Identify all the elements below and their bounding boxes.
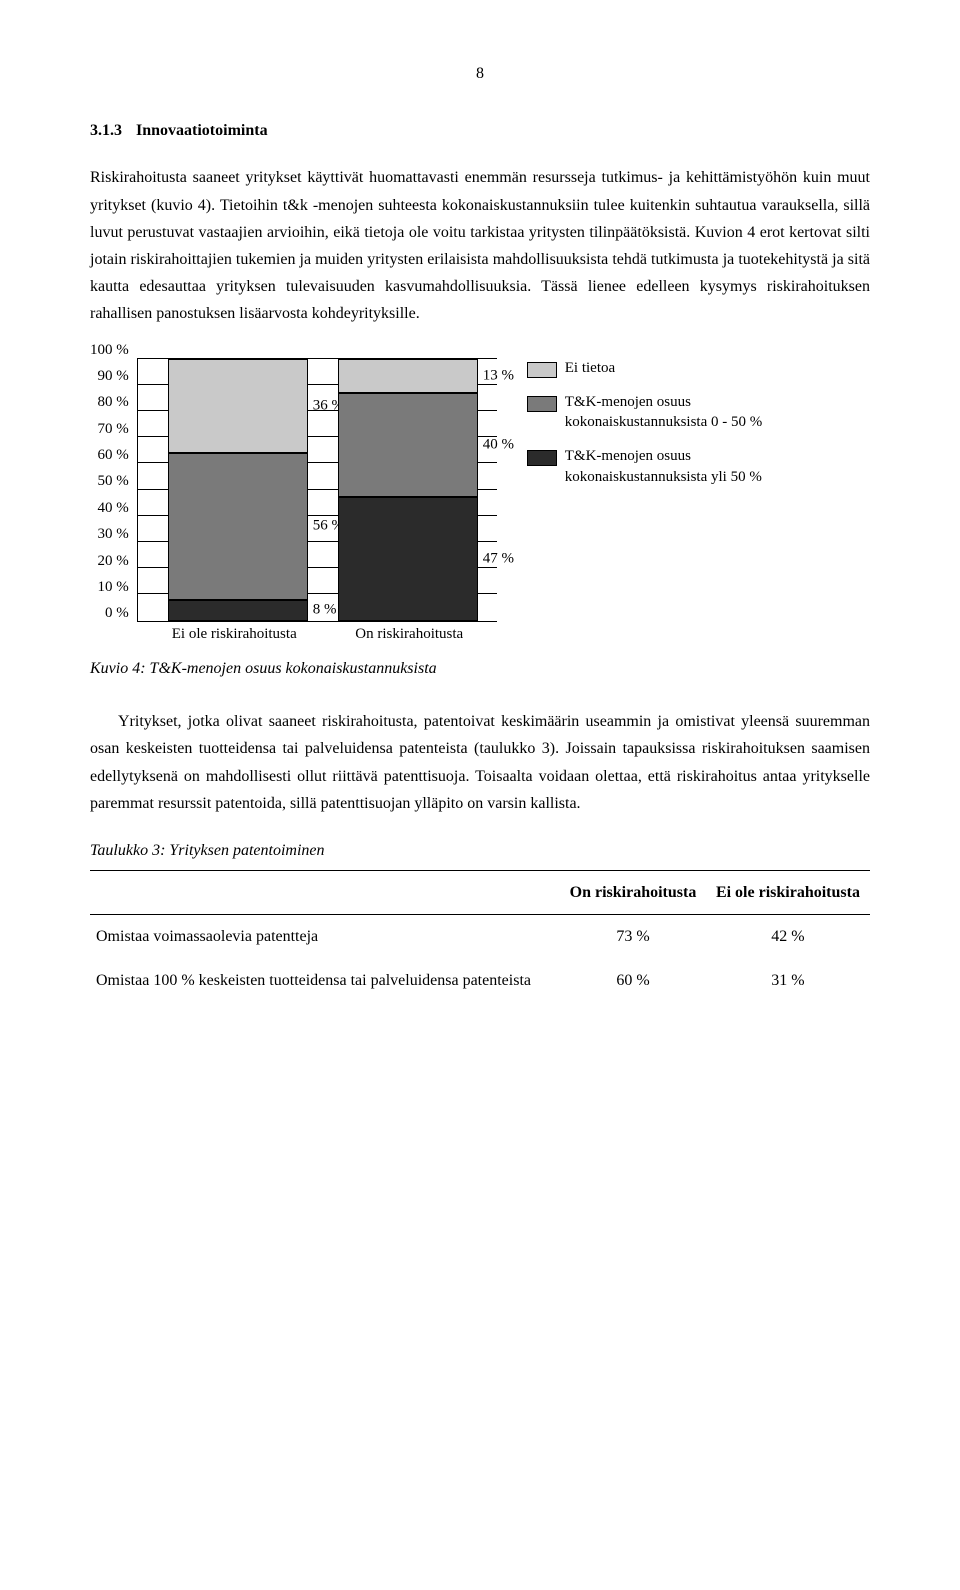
y-tick-label: 70 % [98,421,129,437]
y-tick-label: 90 % [98,368,129,384]
bar-segment-label: 13 % [483,363,514,389]
table-row: Omistaa 100 % keskeisten tuotteidensa ta… [90,959,870,1002]
y-tick-label: 30 % [98,526,129,542]
table-cell: 31 % [706,959,870,1002]
page-number: 8 [90,60,870,87]
table-title: Taulukko 3: Yrityksen patentoiminen [90,837,870,864]
bar: 47 %40 %13 % [338,359,478,621]
legend-swatch [527,450,557,466]
legend-item: Ei tietoa [527,358,765,378]
table-header-row: On riskirahoitustaEi ole riskirahoitusta [90,871,870,915]
paragraph-1: Riskirahoitusta saaneet yritykset käytti… [90,164,870,327]
bar-segment: 40 % [338,393,478,498]
heading-number: 3.1.3 [90,117,122,144]
x-tick-label: On riskirahoitusta [322,622,497,648]
bar-segment: 36 % [168,359,308,453]
chart-legend: Ei tietoa T&K-menojen osuus kokonaiskusta… [527,358,765,501]
heading-title: Innovaatiotoiminta [136,122,268,139]
bar-segment: 47 % [338,497,478,620]
legend-label: T&K-menojen osuus kokonaiskustannuksista… [565,392,765,433]
legend-item: T&K-menojen osuus kokonaiskustannuksista… [527,392,765,433]
bar-segment-label: 47 % [483,546,514,572]
table-cell: Omistaa voimassaolevia patentteja [90,915,560,959]
y-tick-label: 20 % [98,553,129,569]
y-tick-label: 40 % [98,500,129,516]
patent-table: On riskirahoitustaEi ole riskirahoitusta… [90,870,870,1002]
table-cell: 42 % [706,915,870,959]
chart-caption: Kuvio 4: T&K-menojen osuus kokonaiskusta… [90,655,870,682]
table-header-cell: On riskirahoitusta [560,871,706,915]
chart-x-axis: Ei ole riskirahoitustaOn riskirahoitusta [137,622,497,648]
legend-label: Ei tietoa [565,358,615,378]
y-tick-label: 0 % [105,605,129,621]
paragraph-2: Yritykset, jotka olivat saaneet riskirah… [90,708,870,817]
table-header-cell: Ei ole riskirahoitusta [706,871,870,915]
bar-segment: 8 % [168,600,308,621]
x-tick-label: Ei ole riskirahoitusta [147,622,322,648]
y-tick-label: 50 % [98,473,129,489]
y-tick-label: 100 % [90,342,129,358]
bar-segment: 56 % [168,453,308,600]
y-tick-label: 80 % [98,394,129,410]
chart-y-axis: 100 %90 %80 %70 %60 %50 %40 %30 %20 %10 … [90,358,129,622]
bar: 8 %56 %36 % [168,359,308,621]
y-tick-label: 10 % [98,579,129,595]
legend-item: T&K-menojen osuus kokonaiskustannuksista… [527,446,765,487]
stacked-bar-chart: 100 %90 %80 %70 %60 %50 %40 %30 %20 %10 … [90,358,870,648]
y-tick-label: 60 % [98,447,129,463]
legend-label: T&K-menojen osuus kokonaiskustannuksista… [565,446,765,487]
bar-segment-label: 8 % [313,597,337,623]
legend-swatch [527,362,557,378]
legend-swatch [527,396,557,412]
bar-segment: 13 % [338,359,478,393]
bar-segment-label: 40 % [483,432,514,458]
table-body: Omistaa voimassaolevia patentteja73 %42 … [90,915,870,1002]
table-row: Omistaa voimassaolevia patentteja73 %42 … [90,915,870,959]
table-header-cell [90,871,560,915]
section-heading: 3.1.3 Innovaatiotoiminta [90,117,870,144]
table-cell: Omistaa 100 % keskeisten tuotteidensa ta… [90,959,560,1002]
table-cell: 73 % [560,915,706,959]
chart-plot-area: 8 %56 %36 %47 %40 %13 % [137,358,497,622]
table-cell: 60 % [560,959,706,1002]
